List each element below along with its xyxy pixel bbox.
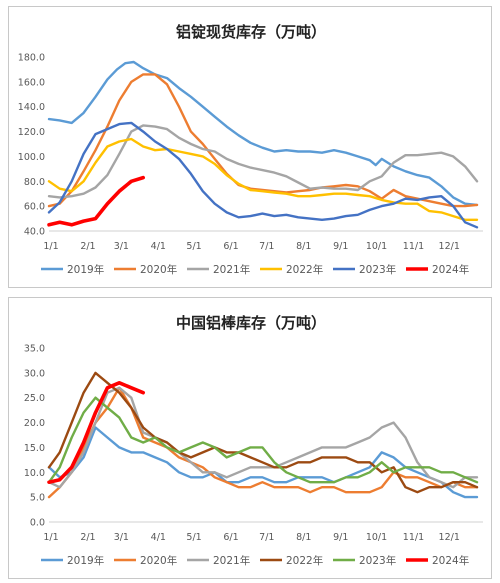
y-tick-label: 160.0: [18, 77, 45, 88]
x-tick-label: 11/1: [403, 532, 424, 543]
x-tick-label: 7/1: [259, 241, 274, 252]
x-tick-label: 1/1: [43, 241, 58, 252]
series-line-2024年: [47, 175, 145, 227]
y-tick-label: 35.0: [24, 344, 45, 355]
x-tick-label: 6/1: [223, 241, 238, 252]
x-tick-label: 8/1: [296, 241, 311, 252]
x-tick-label: 10/1: [366, 532, 387, 543]
x-tick-label: 2/1: [80, 532, 95, 543]
x-tick-label: 7/1: [259, 532, 274, 543]
series-line-2022年: [47, 371, 479, 494]
series-line-2022年: [47, 137, 479, 222]
x-tick-label: 8/1: [296, 532, 311, 543]
legend-label: 2023年: [359, 554, 396, 567]
chart-svg: 铝锭现货库存（万吨） 40.0 60.0 80.0 100.0 120.0 140.0 160…: [18, 23, 483, 276]
x-tick-label: 9/1: [333, 241, 348, 252]
series-line-2021年: [47, 386, 479, 489]
x-tick-label: 6/1: [223, 532, 238, 543]
legend-label: 2020年: [140, 554, 177, 567]
series-line-2021年: [47, 124, 479, 199]
y-tick-label: 40.0: [24, 227, 45, 238]
aluminum-ingot-spot-inventory-chart: 铝锭现货库存（万吨） 40.0 60.0 80.0 100.0 120.0 140.0 160…: [8, 6, 492, 288]
chart-title: 中国铝棒库存（万吨）: [176, 314, 326, 332]
y-tick-label: 80.0: [24, 177, 45, 188]
x-tick-label: 5/1: [186, 241, 201, 252]
legend-label: 2020年: [140, 263, 177, 276]
y-tick-label: 120.0: [18, 127, 45, 138]
x-tick-label: 5/1: [186, 532, 201, 543]
x-tick-label: 4/1: [151, 241, 166, 252]
legend-label: 2022年: [286, 554, 323, 567]
legend-label: 2021年: [213, 554, 250, 567]
series-line-2023年: [47, 396, 479, 484]
legend-label: 2023年: [359, 263, 396, 276]
x-tick-label: 2/1: [80, 241, 95, 252]
y-tick-label: 10.0: [24, 468, 45, 479]
legend-label: 2024年: [432, 263, 469, 276]
y-tick-label: 30.0: [24, 368, 45, 379]
series-line-2019年: [47, 60, 479, 207]
y-tick-label: 180.0: [18, 53, 45, 64]
x-tick-label: 3/1: [114, 241, 129, 252]
legend-label: 2022年: [286, 263, 323, 276]
x-tick-label: 12/1: [439, 532, 460, 543]
y-tick-label: 100.0: [18, 152, 45, 163]
x-tick-label: 1/1: [43, 532, 58, 543]
legend-label: 2024年: [432, 554, 469, 567]
x-tick-label: 11/1: [403, 241, 424, 252]
y-tick-label: 20.0: [24, 418, 45, 429]
x-tick-label: 12/1: [439, 241, 460, 252]
y-tick-label: 15.0: [24, 443, 45, 454]
y-tick-label: 0.0: [30, 518, 45, 529]
legend-label: 2019年: [67, 554, 104, 567]
x-tick-label: 9/1: [333, 532, 348, 543]
series-line-2024年: [47, 381, 145, 484]
legend-label: 2021年: [213, 263, 250, 276]
series-line-2023年: [47, 121, 479, 229]
y-tick-label: 140.0: [18, 102, 45, 113]
x-tick-label: 4/1: [151, 532, 166, 543]
x-tick-label: 10/1: [366, 241, 387, 252]
series-line-2020年: [47, 73, 479, 208]
y-tick-label: 60.0: [24, 202, 45, 213]
y-tick-label: 5.0: [30, 493, 45, 504]
y-tick-label: 25.0: [24, 393, 45, 404]
chart-title: 铝锭现货库存（万吨）: [176, 23, 326, 41]
aluminum-rod-inventory-chart: 中国铝棒库存（万吨） 0.0 5.0 10.0 15.0 20.0 25.0 30.0 35.0…: [8, 297, 492, 579]
chart-svg: 中国铝棒库存（万吨） 0.0 5.0 10.0 15.0 20.0 25.0 30.0 35.0…: [24, 314, 483, 567]
x-tick-label: 3/1: [114, 532, 129, 543]
legend-label: 2019年: [67, 263, 104, 276]
